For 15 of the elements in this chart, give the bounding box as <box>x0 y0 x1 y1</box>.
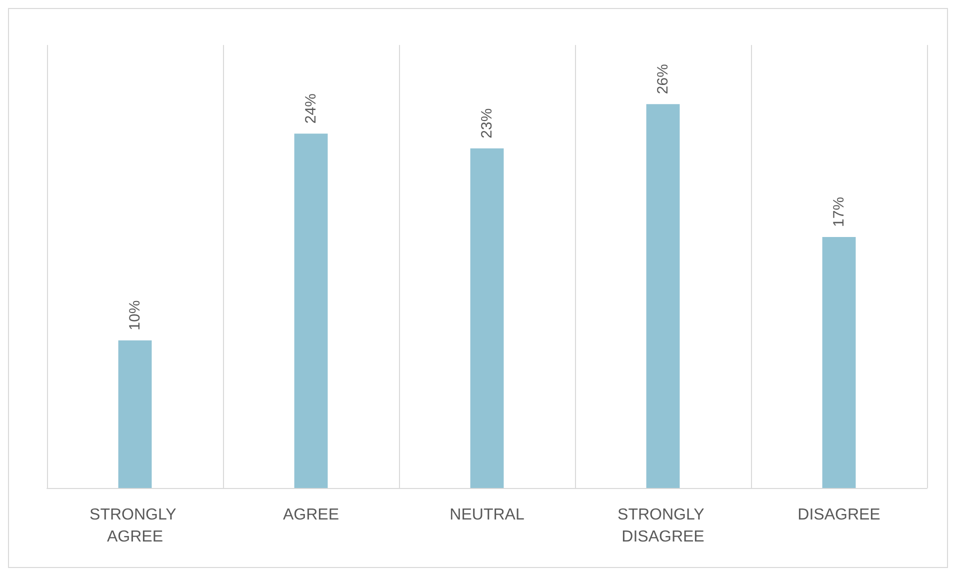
x-tick-label: AGREE <box>282 506 340 524</box>
bar <box>646 104 680 488</box>
x-tick-label: STRONGLY AGREE <box>90 506 180 546</box>
x-tick-label: STRONGLY DISAGREE <box>618 506 708 546</box>
data-label: 10% <box>126 300 144 330</box>
data-label: 24% <box>302 94 320 124</box>
data-label: 26% <box>654 64 672 94</box>
data-label: 23% <box>478 108 496 138</box>
bar <box>822 236 856 488</box>
x-tick-label: NEUTRAL <box>450 506 524 524</box>
data-label: 17% <box>830 196 848 227</box>
x-tick-label: DISAGREE <box>798 506 880 524</box>
bar <box>294 134 328 488</box>
bar <box>470 148 504 488</box>
bar <box>118 340 152 488</box>
